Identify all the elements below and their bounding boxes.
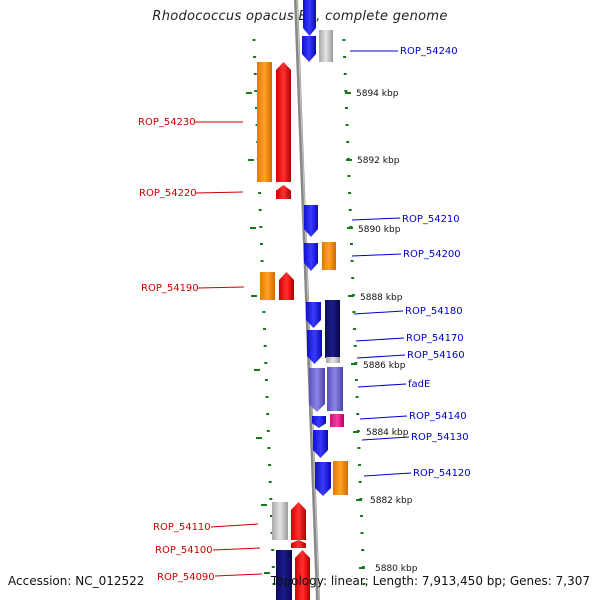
gene-arrow-forward <box>313 430 328 458</box>
gene-block <box>260 272 275 300</box>
genome-backbone-highlight <box>296 0 320 600</box>
gene-block <box>330 414 344 427</box>
gene-block <box>272 502 288 540</box>
gene-block <box>333 461 348 495</box>
gene-arrow-reverse <box>279 272 294 300</box>
gene-arrow-forward <box>304 205 318 237</box>
scale-label: 5894 kbp <box>356 89 399 99</box>
gene-block <box>327 367 343 411</box>
gene-block <box>319 30 333 62</box>
genome-summary-text: Topology: linear; Length: 7,913,450 bp; … <box>270 574 590 588</box>
gene-label-reverse[interactable]: ROP_54230 <box>138 117 196 128</box>
label-leader-line <box>356 354 406 359</box>
gene-block <box>322 242 336 270</box>
gene-label-forward[interactable]: ROP_54160 <box>407 350 465 361</box>
label-leader-line <box>355 337 405 342</box>
gene-arrow-reverse <box>276 185 291 199</box>
label-leader-line <box>214 573 263 577</box>
gene-block <box>276 550 292 600</box>
gene-arrow-forward <box>307 330 322 364</box>
gene-label-reverse[interactable]: ROP_54190 <box>141 283 199 294</box>
gene-features <box>257 0 348 600</box>
gene-arrow-forward <box>312 416 326 428</box>
gene-arrow-forward <box>302 36 316 62</box>
scale-label: 5892 kbp <box>357 156 400 166</box>
label-leader-line <box>363 472 412 477</box>
label-leader-line <box>210 523 259 528</box>
genome-backbone-line <box>294 0 320 600</box>
label-leader-line <box>359 415 408 420</box>
label-leader-line <box>353 310 404 315</box>
map-title: Rhodococcus opacus B4, complete genome <box>152 9 448 24</box>
gene-block <box>326 357 340 363</box>
gene-arrow-reverse <box>291 502 306 540</box>
label-leader-line <box>357 383 407 388</box>
gene-label-reverse[interactable]: ROP_54100 <box>155 545 213 556</box>
gene-label-forward[interactable]: ROP_54210 <box>402 214 460 225</box>
gene-label-forward[interactable]: ROP_54120 <box>413 468 471 479</box>
scale-label: 5884 kbp <box>366 428 409 438</box>
label-leader-line <box>361 436 410 441</box>
gene-label-forward[interactable]: ROP_54240 <box>400 46 458 57</box>
gene-block <box>257 62 272 182</box>
scale-label: 5882 kbp <box>370 496 413 506</box>
gene-arrow-forward <box>303 0 316 36</box>
label-leader-line <box>351 253 402 257</box>
scale-label: 5890 kbp <box>358 225 401 235</box>
label-leader-line <box>197 286 245 289</box>
gene-arrow-reverse <box>291 540 306 548</box>
gene-label-forward[interactable]: fadE <box>408 379 430 390</box>
gene-label-forward[interactable]: ROP_54140 <box>409 411 467 422</box>
scale-label: 5888 kbp <box>360 293 403 303</box>
gene-arrow-forward <box>315 462 331 496</box>
accession-text: Accession: NC_012522 <box>8 574 145 588</box>
gene-arrow-forward <box>304 243 318 271</box>
gene-arrow-reverse <box>276 62 291 182</box>
gene-label-forward[interactable]: ROP_54200 <box>403 249 461 260</box>
gene-label-reverse[interactable]: ROP_54090 <box>157 572 215 583</box>
label-leaders <box>195 50 412 577</box>
gene-label-reverse[interactable]: ROP_54110 <box>153 522 211 533</box>
scale-label: 5880 kbp <box>375 564 418 574</box>
label-leader-line <box>351 217 401 221</box>
gene-arrow-forward <box>309 368 325 412</box>
gene-arrow-reverse <box>295 550 310 600</box>
gene-arrow-forward <box>306 302 321 328</box>
gene-label-reverse[interactable]: ROP_54220 <box>139 188 197 199</box>
gene-label-forward[interactable]: ROP_54170 <box>406 333 464 344</box>
gene-label-forward[interactable]: ROP_54180 <box>405 306 463 317</box>
label-leader-line <box>195 191 244 194</box>
scale-label: 5886 kbp <box>363 361 406 371</box>
gene-label-forward[interactable]: ROP_54130 <box>411 432 469 443</box>
label-leader-line <box>212 547 261 551</box>
gene-block <box>325 300 340 358</box>
